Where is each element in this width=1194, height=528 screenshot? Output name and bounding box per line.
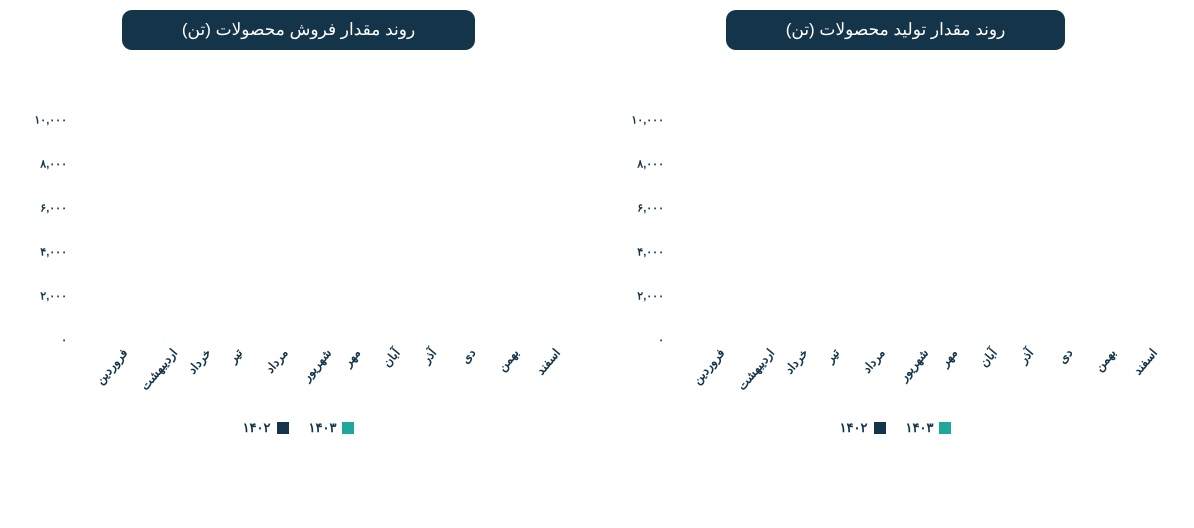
x-label: دی [447, 340, 486, 420]
legend-swatch-1402 [277, 422, 289, 434]
y-tick: ۸,۰۰۰ [637, 158, 664, 171]
legend-label-1403: ۱۴۰۳ [309, 420, 337, 436]
legend-swatch-1402 [874, 422, 886, 434]
x-label: اردیبهشت [723, 340, 772, 420]
x-label: آذر [1005, 340, 1044, 420]
y-tick: ۴,۰۰۰ [637, 246, 664, 259]
x-label: تیر [214, 340, 253, 420]
legend-item-1402: ۱۴۰۲ [243, 420, 289, 436]
sales-chart: ۰۲,۰۰۰۴,۰۰۰۶,۰۰۰۸,۰۰۰۱۰,۰۰۰ فروردیناردیب… [20, 120, 577, 436]
x-label: شهریور [889, 340, 928, 420]
x-label: اسفند [1121, 340, 1160, 420]
x-label: شهریور [292, 340, 331, 420]
sales-legend: ۱۴۰۲ ۱۴۰۳ [20, 420, 577, 436]
y-tick: ۲,۰۰۰ [637, 290, 664, 303]
x-label: مرداد [850, 340, 889, 420]
production-chart: ۰۲,۰۰۰۴,۰۰۰۶,۰۰۰۸,۰۰۰۱۰,۰۰۰ فروردیناردیب… [617, 120, 1174, 436]
x-label: مهر [330, 340, 369, 420]
sales-x-axis: فروردیناردیبهشتخردادتیرمردادشهریورمهرآبا… [80, 340, 567, 420]
x-label: بهمن [1082, 340, 1121, 420]
y-tick: ۰ [658, 334, 664, 347]
y-tick: ۴,۰۰۰ [40, 246, 67, 259]
x-label: مرداد [253, 340, 292, 420]
x-label: آذر [408, 340, 447, 420]
x-label: اردیبهشت [126, 340, 175, 420]
x-label: خرداد [772, 340, 811, 420]
production-legend: ۱۴۰۲ ۱۴۰۳ [617, 420, 1174, 436]
x-label: اسفند [524, 340, 563, 420]
x-label: تیر [811, 340, 850, 420]
x-label: بهمن [485, 340, 524, 420]
production-y-axis: ۰۲,۰۰۰۴,۰۰۰۶,۰۰۰۸,۰۰۰۱۰,۰۰۰ [617, 120, 672, 340]
sales-panel: روند مقدار فروش محصولات (تن) ۰ ۲,۰۰۰ ۴,۰۰۰… [20, 10, 577, 518]
y-tick: ۸,۰۰۰ [40, 158, 67, 171]
legend-label-1402: ۱۴۰۲ [243, 420, 271, 436]
x-label: آبان [369, 340, 408, 420]
y-tick: ۶,۰۰۰ [40, 202, 67, 215]
x-label: دی [1044, 340, 1083, 420]
x-label: آبان [966, 340, 1005, 420]
legend-label-1402: ۱۴۰۲ [840, 420, 868, 436]
y-tick: ۰ [61, 334, 67, 347]
legend-item-1402: ۱۴۰۲ [840, 420, 886, 436]
legend-swatch-1403 [342, 422, 354, 434]
x-label: فروردین [681, 340, 723, 420]
y-tick: ۲,۰۰۰ [40, 290, 67, 303]
charts-container: روند مقدار فروش محصولات (تن) ۰ ۲,۰۰۰ ۴,۰۰۰… [0, 0, 1194, 528]
y-tick: ۶,۰۰۰ [637, 202, 664, 215]
production-panel: روند مقدار تولید محصولات (تن) ۰ ۲,۰۰۰ ۴,۰۰… [617, 10, 1174, 518]
legend-label-1403: ۱۴۰۳ [906, 420, 934, 436]
y-tick: ۱۰,۰۰۰ [34, 114, 67, 127]
production-bars [677, 120, 1164, 340]
legend-item-1403: ۱۴۰۳ [309, 420, 355, 436]
x-label: مهر [927, 340, 966, 420]
sales-y-axis: ۰۲,۰۰۰۴,۰۰۰۶,۰۰۰۸,۰۰۰۱۰,۰۰۰ [20, 120, 75, 340]
x-label: خرداد [175, 340, 214, 420]
legend-swatch-1403 [939, 422, 951, 434]
sales-title: روند مقدار فروش محصولات (تن) [122, 10, 475, 50]
x-label: فروردین [84, 340, 126, 420]
production-x-axis: فروردیناردیبهشتخردادتیرمردادشهریورمهرآبا… [677, 340, 1164, 420]
production-title: روند مقدار تولید محصولات (تن) [726, 10, 1066, 50]
legend-item-1403: ۱۴۰۳ [906, 420, 952, 436]
sales-bars [80, 120, 567, 340]
y-tick: ۱۰,۰۰۰ [631, 114, 664, 127]
